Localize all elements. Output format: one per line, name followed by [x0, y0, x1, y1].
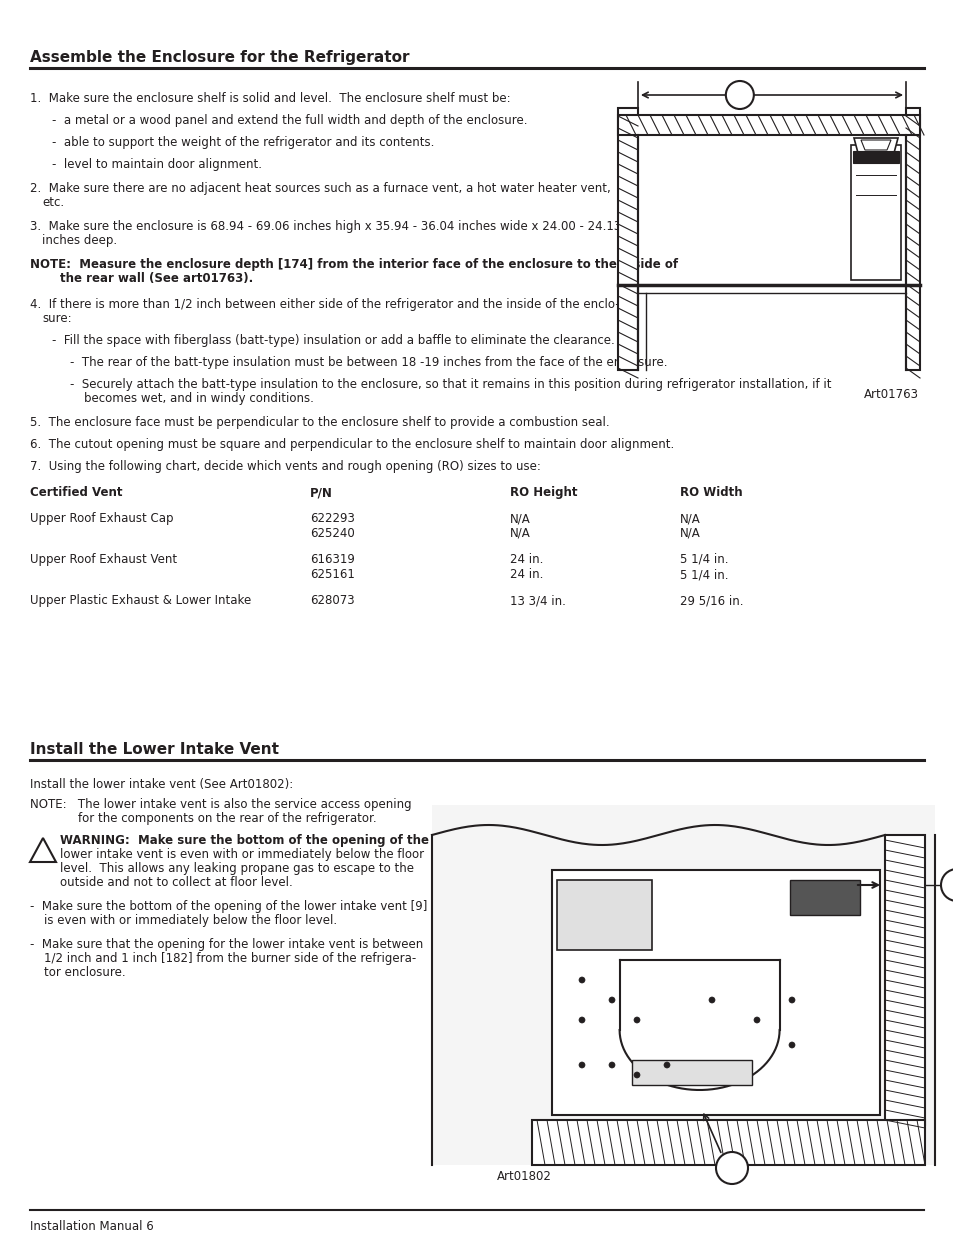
Text: 5 1/4 in.: 5 1/4 in.	[679, 568, 728, 580]
Text: 9: 9	[727, 1155, 735, 1167]
Text: N/A: N/A	[510, 527, 530, 540]
Bar	[789, 881, 859, 915]
Bar	[618, 107, 638, 370]
Text: Certified Vent: Certified Vent	[30, 487, 122, 499]
Bar	[532, 1120, 924, 1165]
Text: NOTE:   The lower intake vent is also the service access opening: NOTE: The lower intake vent is also the …	[30, 798, 411, 811]
Text: 5.  The enclosure face must be perpendicular to the enclosure shelf to provide a: 5. The enclosure face must be perpendicu…	[30, 416, 609, 429]
Bar	[631, 1060, 751, 1086]
Text: 24 in.: 24 in.	[510, 553, 543, 566]
Text: 174: 174	[728, 84, 750, 96]
Text: Upper Plastic Exhaust & Lower Intake: Upper Plastic Exhaust & Lower Intake	[30, 594, 251, 606]
Text: -  The rear of the batt-type insulation must be between 18 -19 inches from the f: - The rear of the batt-type insulation m…	[70, 356, 667, 369]
Circle shape	[663, 1062, 669, 1068]
Text: for the components on the rear of the refrigerator.: for the components on the rear of the re…	[78, 811, 376, 825]
Text: 625240: 625240	[310, 527, 355, 540]
Text: 7.  Using the following chart, decide which vents and rough opening (RO) sizes t: 7. Using the following chart, decide whi…	[30, 459, 540, 473]
Text: becomes wet, and in windy conditions.: becomes wet, and in windy conditions.	[84, 391, 314, 405]
Bar	[552, 869, 879, 1115]
Text: 3.  Make sure the enclosure is 68.94 - 69.06 inches high x 35.94 - 36.04 inches : 3. Make sure the enclosure is 68.94 - 69…	[30, 220, 620, 233]
Text: P/N: P/N	[310, 487, 333, 499]
Text: Installation Manual 6: Installation Manual 6	[30, 1220, 153, 1233]
Text: 4.  If there is more than 1/2 inch between either side of the refrigerator and t: 4. If there is more than 1/2 inch betwee…	[30, 298, 619, 311]
Text: 2.  Make sure there are no adjacent heat sources such as a furnace vent, a hot w: 2. Make sure there are no adjacent heat …	[30, 182, 610, 195]
Bar	[432, 805, 934, 1165]
Text: RO Height: RO Height	[510, 487, 577, 499]
Text: Assemble the Enclosure for the Refrigerator: Assemble the Enclosure for the Refrigera…	[30, 49, 409, 65]
Bar	[638, 135, 905, 370]
Circle shape	[578, 1062, 584, 1068]
Text: lower intake vent is even with or immediately below the floor: lower intake vent is even with or immedi…	[60, 848, 424, 861]
Bar	[884, 835, 924, 1125]
Text: Install the Lower Intake Vent: Install the Lower Intake Vent	[30, 742, 278, 757]
Text: WARNING:  Make sure the bottom of the opening of the: WARNING: Make sure the bottom of the ope…	[60, 834, 429, 847]
Bar	[850, 144, 900, 280]
Text: RO Width: RO Width	[679, 487, 741, 499]
Text: -  able to support the weight of the refrigerator and its contents.: - able to support the weight of the refr…	[52, 136, 434, 149]
Text: -  Fill the space with fiberglass (batt-type) insulation or add a baffle to elim: - Fill the space with fiberglass (batt-t…	[52, 333, 614, 347]
Text: N/A: N/A	[679, 513, 700, 525]
Text: -  Make sure the bottom of the opening of the lower intake vent [9]: - Make sure the bottom of the opening of…	[30, 900, 427, 913]
Text: Art01763: Art01763	[863, 388, 918, 401]
Text: 616319: 616319	[310, 553, 355, 566]
Text: 1.  Make sure the enclosure shelf is solid and level.  The enclosure shelf must : 1. Make sure the enclosure shelf is soli…	[30, 91, 510, 105]
Text: 24 in.: 24 in.	[510, 568, 543, 580]
Text: -  level to maintain door alignment.: - level to maintain door alignment.	[52, 158, 262, 170]
Circle shape	[634, 1016, 639, 1023]
Text: -  a metal or a wood panel and extend the full width and depth of the enclosure.: - a metal or a wood panel and extend the…	[52, 114, 527, 127]
Text: NOTE:  Measure the enclosure depth [174] from the interior face of the enclosure: NOTE: Measure the enclosure depth [174] …	[30, 258, 678, 270]
Bar	[557, 881, 651, 950]
Text: 625161: 625161	[310, 568, 355, 580]
Circle shape	[788, 997, 794, 1003]
Text: sure:: sure:	[42, 312, 71, 325]
Circle shape	[578, 977, 584, 983]
Text: 1/2 inch and 1 inch [182] from the burner side of the refrigera-: 1/2 inch and 1 inch [182] from the burne…	[44, 952, 416, 965]
Circle shape	[708, 997, 714, 1003]
Circle shape	[634, 1072, 639, 1078]
Text: Upper Roof Exhaust Cap: Upper Roof Exhaust Cap	[30, 513, 173, 525]
Text: etc.: etc.	[42, 196, 64, 209]
Text: 6.  The cutout opening must be square and perpendicular to the enclosure shelf t: 6. The cutout opening must be square and…	[30, 438, 674, 451]
Text: Art01802: Art01802	[497, 1170, 551, 1183]
Text: -  Securely attach the batt-type insulation to the enclosure, so that it remains: - Securely attach the batt-type insulati…	[70, 378, 831, 391]
Circle shape	[788, 1042, 794, 1049]
Text: 5 1/4 in.: 5 1/4 in.	[679, 553, 728, 566]
Polygon shape	[30, 839, 56, 862]
Circle shape	[753, 1016, 760, 1023]
Bar	[618, 115, 919, 135]
Text: 182: 182	[945, 873, 953, 883]
Text: the rear wall (See art01763).: the rear wall (See art01763).	[60, 272, 253, 285]
Text: level.  This allows any leaking propane gas to escape to the: level. This allows any leaking propane g…	[60, 862, 414, 876]
Text: N/A: N/A	[510, 513, 530, 525]
Polygon shape	[861, 140, 890, 149]
Circle shape	[716, 1152, 747, 1184]
Text: -  Make sure that the opening for the lower intake vent is between: - Make sure that the opening for the low…	[30, 939, 423, 951]
Text: tor enclosure.: tor enclosure.	[44, 966, 126, 979]
Text: 29 5/16 in.: 29 5/16 in.	[679, 594, 742, 606]
Text: outside and not to collect at floor level.: outside and not to collect at floor leve…	[60, 876, 293, 889]
Circle shape	[608, 997, 615, 1003]
Text: N/A: N/A	[679, 527, 700, 540]
Text: 628073: 628073	[310, 594, 355, 606]
Bar	[905, 107, 919, 370]
Text: Install the lower intake vent (See Art01802):: Install the lower intake vent (See Art01…	[30, 778, 293, 790]
Text: Upper Roof Exhaust Vent: Upper Roof Exhaust Vent	[30, 553, 177, 566]
Polygon shape	[853, 138, 897, 153]
Text: 622293: 622293	[310, 513, 355, 525]
Text: inches deep.: inches deep.	[42, 233, 117, 247]
Bar	[852, 151, 898, 163]
Text: is even with or immediately below the floor level.: is even with or immediately below the fl…	[44, 914, 336, 927]
Circle shape	[608, 1062, 615, 1068]
Circle shape	[725, 82, 753, 109]
Text: !: !	[40, 847, 46, 861]
Text: 13 3/4 in.: 13 3/4 in.	[510, 594, 565, 606]
Circle shape	[940, 869, 953, 902]
Circle shape	[578, 1016, 584, 1023]
